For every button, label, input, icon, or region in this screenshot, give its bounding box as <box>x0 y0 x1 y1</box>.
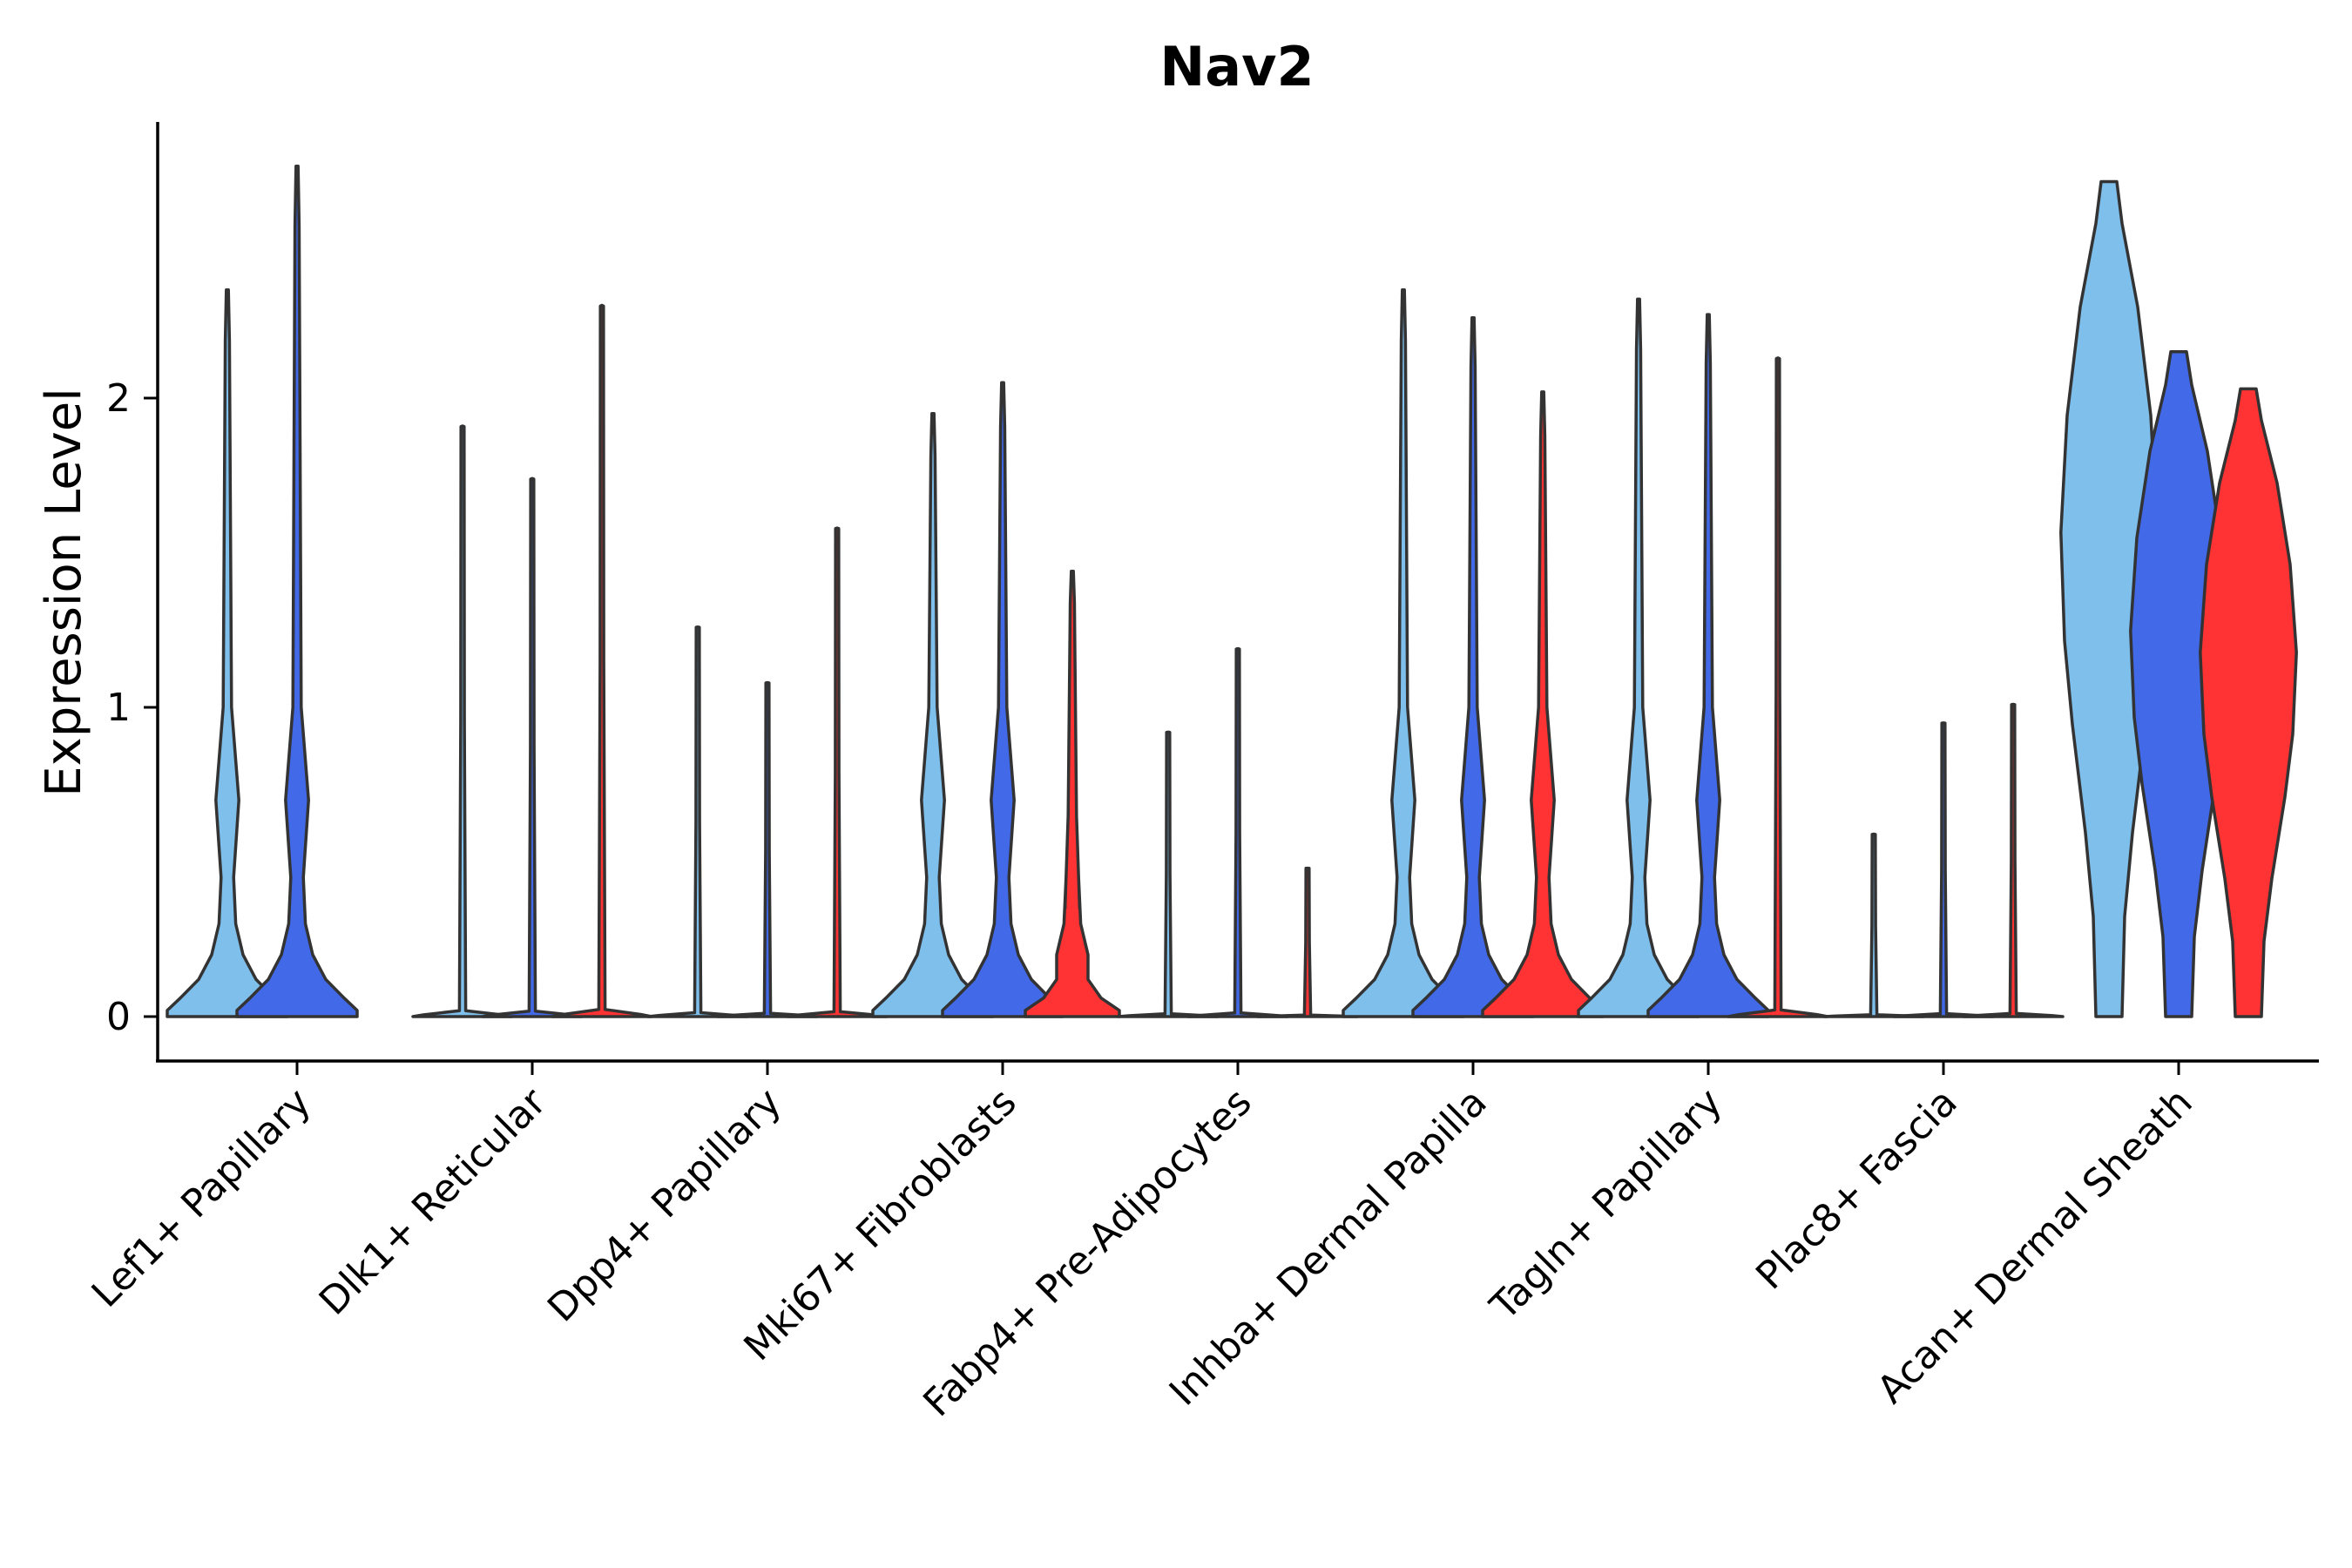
violin-8-2 <box>1894 723 1993 1017</box>
y-tick-label: 0 <box>106 995 131 1039</box>
x-tick-label: Plac8+ Fascia <box>1747 1080 1966 1299</box>
violin-chart: Nav2 Expression Level 0 1 2 Lef1+ Papillar… <box>0 0 2352 1568</box>
violin-7-1 <box>1578 299 1699 1017</box>
violin-6-3 <box>1483 392 1603 1017</box>
violin-3-3 <box>787 528 887 1017</box>
violin-8-1 <box>1824 835 1923 1017</box>
violin-2-2 <box>483 478 582 1017</box>
violin-3-2 <box>718 683 817 1017</box>
violin-1-2 <box>237 166 357 1017</box>
violin-6-2 <box>1413 318 1533 1017</box>
violin-1-1 <box>167 290 287 1017</box>
y-tick-label: 2 <box>106 376 131 421</box>
x-tick-label: Tagln+ Papillary <box>1482 1080 1731 1329</box>
y-tick-label: 1 <box>106 686 131 730</box>
y-ticks: 0 1 2 <box>106 376 158 1039</box>
violin-6-1 <box>1343 290 1463 1017</box>
violin-3-1 <box>648 627 747 1017</box>
violin-7-2 <box>1648 314 1768 1017</box>
violin-2-3 <box>552 306 652 1017</box>
violin-4-3 <box>1025 571 1119 1017</box>
violin-7-3 <box>1728 358 1828 1017</box>
violin-9-3 <box>2200 389 2296 1017</box>
x-tick-label: Dpp4+ Papillary <box>539 1080 790 1331</box>
x-tick-label: Dlk1+ Reticular <box>311 1079 556 1324</box>
x-tick-label: Lef1+ Papillary <box>84 1080 320 1316</box>
y-axis-label: Expression Level <box>36 388 92 797</box>
chart-title: Nav2 <box>1159 35 1314 98</box>
violin-5-3 <box>1258 868 1357 1017</box>
violin-4-1 <box>873 414 993 1017</box>
violin-8-3 <box>1963 705 2063 1017</box>
violin-5-1 <box>1119 732 1218 1017</box>
violin-4-2 <box>943 382 1063 1017</box>
violins-layer <box>167 166 2296 1017</box>
violin-2-1 <box>413 426 512 1017</box>
violin-5-2 <box>1188 649 1288 1017</box>
